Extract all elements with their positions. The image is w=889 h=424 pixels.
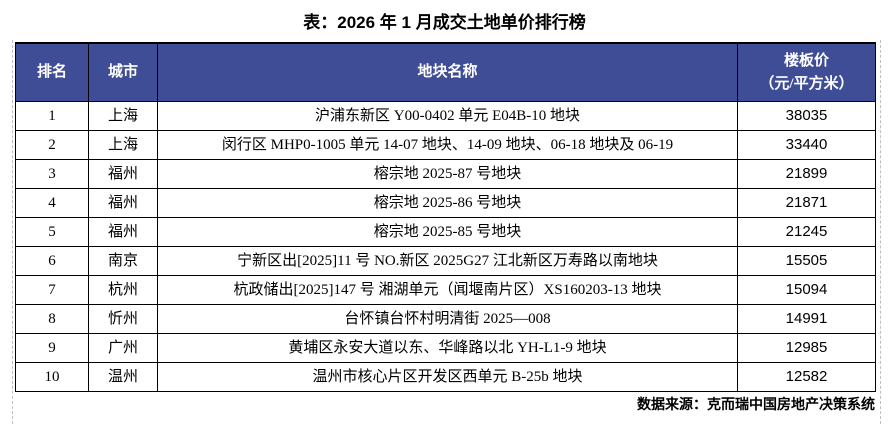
cell-city: 忻州 bbox=[88, 304, 158, 334]
table-row: 2 上海 闵行区 MHP0-1005 单元 14-07 地块、14-09 地块、… bbox=[15, 130, 876, 160]
cell-name: 台怀镇台怀村明清街 2025—008 bbox=[157, 304, 738, 334]
cell-price: 14991 bbox=[737, 304, 876, 334]
cell-price: 33440 bbox=[737, 130, 876, 160]
cell-name: 闵行区 MHP0-1005 单元 14-07 地块、14-09 地块、06-18… bbox=[157, 130, 738, 160]
cell-name: 沪浦东新区 Y00-0402 单元 E04B-10 地块 bbox=[157, 101, 738, 131]
cell-price: 21899 bbox=[737, 159, 876, 189]
table-row: 9 广州 黄埔区永安大道以东、华峰路以北 YH-L1-9 地块 12985 bbox=[15, 333, 876, 363]
cell-city: 上海 bbox=[88, 130, 158, 160]
page-break-guide-left bbox=[12, 40, 13, 424]
table-row: 1 上海 沪浦东新区 Y00-0402 单元 E04B-10 地块 38035 bbox=[15, 101, 876, 131]
header-price: 楼板价 （元/平方米） bbox=[737, 42, 876, 102]
cell-rank: 7 bbox=[15, 275, 89, 305]
page-break-guide-right bbox=[880, 40, 881, 424]
cell-name: 宁新区出[2025]11 号 NO.新区 2025G27 江北新区万寿路以南地块 bbox=[157, 246, 738, 276]
table-body: 1 上海 沪浦东新区 Y00-0402 单元 E04B-10 地块 38035 … bbox=[15, 101, 876, 392]
table-row: 7 杭州 杭政储出[2025]147 号 湘湖单元（闻堰南片区）XS160203… bbox=[15, 275, 876, 305]
cell-city: 福州 bbox=[88, 217, 158, 247]
data-source-note: 数据来源：克而瑞中国房地产决策系统 bbox=[637, 398, 875, 413]
cell-name: 温州市核心片区开发区西单元 B-25b 地块 bbox=[157, 362, 738, 392]
cell-price: 15094 bbox=[737, 275, 876, 305]
cell-city: 温州 bbox=[88, 362, 158, 392]
cell-name: 榕宗地 2025-87 号地块 bbox=[157, 159, 738, 189]
cell-rank: 10 bbox=[15, 362, 89, 392]
cell-name: 榕宗地 2025-86 号地块 bbox=[157, 188, 738, 218]
cell-city: 福州 bbox=[88, 188, 158, 218]
header-city: 城市 bbox=[88, 42, 158, 102]
table-row: 8 忻州 台怀镇台怀村明清街 2025—008 14991 bbox=[15, 304, 876, 334]
cell-rank: 3 bbox=[15, 159, 89, 189]
cell-city: 广州 bbox=[88, 333, 158, 363]
cell-city: 福州 bbox=[88, 159, 158, 189]
cell-name: 黄埔区永安大道以东、华峰路以北 YH-L1-9 地块 bbox=[157, 333, 738, 363]
cell-city: 南京 bbox=[88, 246, 158, 276]
cell-rank: 4 bbox=[15, 188, 89, 218]
table-row: 4 福州 榕宗地 2025-86 号地块 21871 bbox=[15, 188, 876, 218]
cell-rank: 6 bbox=[15, 246, 89, 276]
header-name: 地块名称 bbox=[157, 42, 738, 102]
cell-rank: 5 bbox=[15, 217, 89, 247]
cell-rank: 2 bbox=[15, 130, 89, 160]
cell-city: 上海 bbox=[88, 101, 158, 131]
cell-price: 15505 bbox=[737, 246, 876, 276]
table-row: 10 温州 温州市核心片区开发区西单元 B-25b 地块 12582 bbox=[15, 362, 876, 392]
cell-city: 杭州 bbox=[88, 275, 158, 305]
table-row: 5 福州 榕宗地 2025-85 号地块 21245 bbox=[15, 217, 876, 247]
header-row: 排名 城市 地块名称 楼板价 （元/平方米） bbox=[15, 42, 876, 102]
cell-rank: 8 bbox=[15, 304, 89, 334]
cell-rank: 9 bbox=[15, 333, 89, 363]
table-row: 6 南京 宁新区出[2025]11 号 NO.新区 2025G27 江北新区万寿… bbox=[15, 246, 876, 276]
cell-price: 21871 bbox=[737, 188, 876, 218]
header-rank: 排名 bbox=[15, 42, 89, 102]
cell-price: 38035 bbox=[737, 101, 876, 131]
land-price-ranking-table: 排名 城市 地块名称 楼板价 （元/平方米） 1 上海 沪浦东新区 Y00-04… bbox=[15, 42, 876, 392]
cell-name: 杭政储出[2025]147 号 湘湖单元（闻堰南片区）XS160203-13 地… bbox=[157, 275, 738, 305]
cell-name: 榕宗地 2025-85 号地块 bbox=[157, 217, 738, 247]
cell-price: 12582 bbox=[737, 362, 876, 392]
cell-price: 12985 bbox=[737, 333, 876, 363]
table-header: 排名 城市 地块名称 楼板价 （元/平方米） bbox=[15, 42, 876, 102]
cell-price: 21245 bbox=[737, 217, 876, 247]
table-title: 表：2026 年 1 月成交土地单价排行榜 bbox=[303, 13, 586, 32]
table-row: 3 福州 榕宗地 2025-87 号地块 21899 bbox=[15, 159, 876, 189]
cell-rank: 1 bbox=[15, 101, 89, 131]
